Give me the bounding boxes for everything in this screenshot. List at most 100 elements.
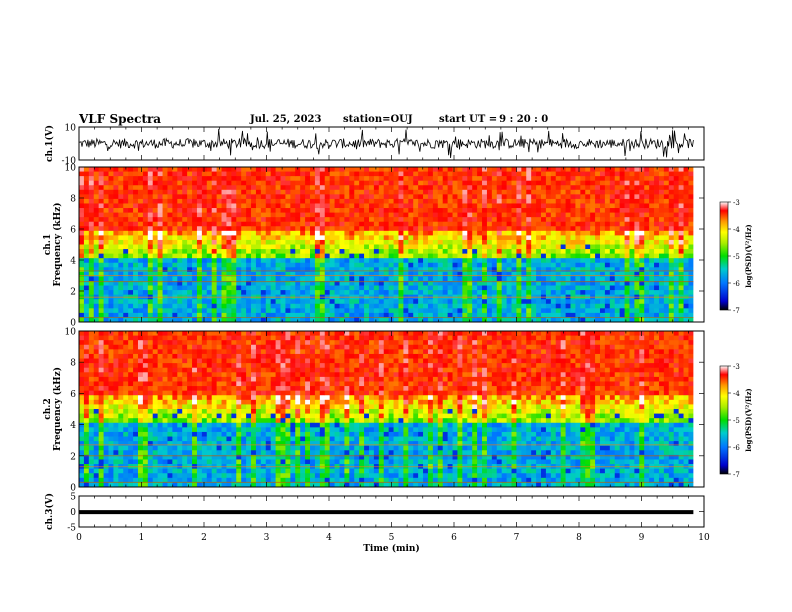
spectrogram-cell — [314, 285, 321, 291]
spectrogram-cell — [344, 217, 350, 223]
spectrogram-cell — [501, 194, 508, 200]
spectrogram-cell — [251, 189, 257, 195]
spectrogram-cell — [673, 271, 680, 277]
spectrogram-cell — [393, 226, 399, 232]
spectrogram-cell — [673, 235, 680, 241]
spectrogram-cell — [310, 312, 316, 318]
spectrogram-cell — [467, 290, 473, 296]
spectrogram-cell — [118, 308, 124, 314]
spectrogram-cell — [211, 271, 218, 277]
spectrogram-cell — [447, 244, 453, 250]
spectrogram-cell — [531, 171, 537, 177]
spectrogram-cell — [137, 285, 144, 291]
spectrogram-cell — [477, 230, 483, 236]
spectrogram-cell — [604, 203, 611, 209]
spectrogram-cell — [604, 212, 611, 218]
spectrogram-cell — [295, 194, 301, 200]
spectrogram-cell — [536, 189, 542, 195]
spectrogram-cell — [654, 203, 660, 209]
spectrogram-cell — [462, 280, 468, 286]
spectrogram-cell — [344, 176, 350, 182]
spectrogram-cell — [88, 221, 95, 227]
spectrogram-cell — [457, 312, 463, 318]
spectrogram-cell — [649, 267, 655, 273]
spectrogram-cell — [93, 267, 100, 273]
spectrogram-cell — [88, 271, 95, 277]
spectrogram-cell — [373, 312, 380, 318]
spectrogram-cell — [368, 176, 375, 182]
spectrogram-cell — [541, 221, 547, 227]
spectrogram-cell — [383, 180, 390, 186]
spectrogram-cell — [113, 198, 119, 204]
spectrogram-cell — [565, 285, 571, 291]
spectrogram-cell — [442, 180, 449, 186]
spectrogram-cell — [251, 303, 257, 309]
spectrogram-cell — [442, 189, 449, 195]
spectrogram-cell — [310, 317, 316, 323]
spectrogram-cell — [216, 194, 222, 200]
spectrogram-cell — [231, 230, 237, 236]
spectrogram-cell — [251, 226, 257, 232]
spectrogram-cell — [152, 208, 159, 213]
spectrogram-cell — [128, 180, 134, 186]
spectrogram-cell — [123, 358, 129, 364]
spectrogram-cell — [300, 167, 306, 172]
spectrogram-cell — [585, 235, 591, 241]
spectrogram-cell — [275, 235, 281, 241]
spectrogram-cell — [275, 221, 281, 227]
spectrogram-cell — [373, 180, 380, 186]
spectrogram-cell — [103, 376, 109, 382]
spectrogram-cell — [162, 185, 168, 191]
spectrogram-cell — [541, 253, 547, 259]
spectrogram-cell — [133, 390, 139, 396]
spectrogram-cell — [113, 418, 119, 424]
spectrogram-cell — [393, 203, 399, 209]
spectrogram-cell — [79, 189, 85, 195]
spectrogram-cell — [98, 198, 104, 204]
spectrogram-cell — [133, 418, 139, 424]
spectrogram-cell — [265, 285, 272, 291]
spectrogram-cell — [565, 271, 571, 277]
spectrogram-cell — [437, 217, 444, 223]
spectrogram-cell — [290, 198, 296, 204]
spectrogram-cell — [221, 253, 227, 259]
spectrogram-cell — [236, 235, 242, 241]
spectrogram-cell — [167, 221, 173, 227]
spectrogram-cell — [182, 249, 188, 255]
spectrogram-cell — [678, 176, 684, 182]
spectrogram-cell — [624, 299, 630, 305]
spectrogram-cell — [491, 249, 498, 255]
spectrogram-cell — [614, 249, 621, 255]
spectrogram-cell — [644, 285, 650, 291]
spectrogram-cell — [147, 299, 154, 305]
spectrogram-cell — [609, 167, 616, 172]
spectrogram-cell — [211, 185, 218, 191]
spectrogram-cell — [536, 194, 542, 200]
spectrogram-cell — [177, 477, 183, 483]
spectrogram-cell — [634, 194, 640, 200]
spectrogram-cell — [152, 353, 159, 359]
spectrogram-cell — [113, 303, 119, 309]
spectrogram-cell — [654, 185, 660, 191]
spectrogram-cell — [241, 299, 247, 305]
spectrogram-cell — [423, 203, 429, 209]
spectrogram-cell — [467, 198, 473, 204]
spectrogram-cell — [496, 290, 503, 296]
spectrogram-cell — [118, 230, 124, 236]
spectrogram-cell — [231, 167, 237, 172]
spectrogram-cell — [486, 276, 493, 282]
spectrogram-cell — [496, 271, 503, 277]
spectrogram-cell — [408, 185, 414, 191]
spectrogram-cell — [137, 230, 144, 236]
spectrogram-cell — [427, 239, 434, 245]
spectrogram-cell — [103, 308, 109, 314]
spectrogram-cell — [609, 290, 616, 296]
spectrogram-cell — [408, 230, 414, 236]
spectrogram-cell — [103, 454, 109, 460]
spectrogram-cell — [206, 217, 213, 223]
spectrogram-cell — [108, 180, 114, 186]
spectrogram-cell — [147, 226, 154, 232]
spectrogram-cell — [324, 299, 331, 305]
spectrogram-cell — [482, 208, 488, 213]
spectrogram-cell — [128, 185, 134, 191]
